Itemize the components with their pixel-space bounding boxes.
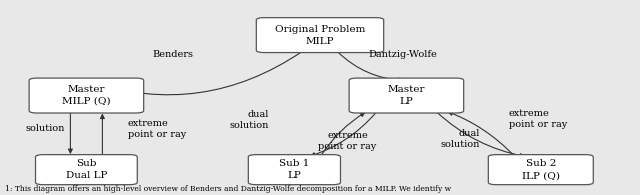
Text: dual
solution: dual solution bbox=[440, 129, 480, 149]
FancyBboxPatch shape bbox=[256, 18, 383, 53]
Text: Sub 1
LP: Sub 1 LP bbox=[279, 159, 310, 180]
Text: Master
LP: Master LP bbox=[388, 85, 425, 106]
Text: Original Problem
MILP: Original Problem MILP bbox=[275, 25, 365, 45]
Text: extreme
point or ray: extreme point or ray bbox=[509, 109, 567, 129]
Text: Master
MILP (Q): Master MILP (Q) bbox=[62, 85, 111, 106]
Text: Benders: Benders bbox=[152, 51, 193, 59]
FancyBboxPatch shape bbox=[36, 155, 138, 185]
Text: 1: This diagram offers an high-level overview of Benders and Dantzig-Wolfe decom: 1: This diagram offers an high-level ove… bbox=[5, 185, 451, 193]
Text: Sub
Dual LP: Sub Dual LP bbox=[66, 159, 107, 180]
Text: Dantzig-Wolfe: Dantzig-Wolfe bbox=[369, 51, 438, 59]
Text: dual
solution: dual solution bbox=[229, 110, 269, 130]
FancyBboxPatch shape bbox=[248, 155, 340, 185]
FancyBboxPatch shape bbox=[488, 155, 593, 185]
FancyBboxPatch shape bbox=[349, 78, 463, 113]
Text: extreme
point or ray: extreme point or ray bbox=[128, 119, 186, 139]
Text: extreme
point or ray: extreme point or ray bbox=[318, 131, 377, 151]
Text: solution: solution bbox=[26, 124, 65, 133]
Text: Sub 2
ILP (Q): Sub 2 ILP (Q) bbox=[522, 159, 560, 180]
FancyBboxPatch shape bbox=[29, 78, 144, 113]
